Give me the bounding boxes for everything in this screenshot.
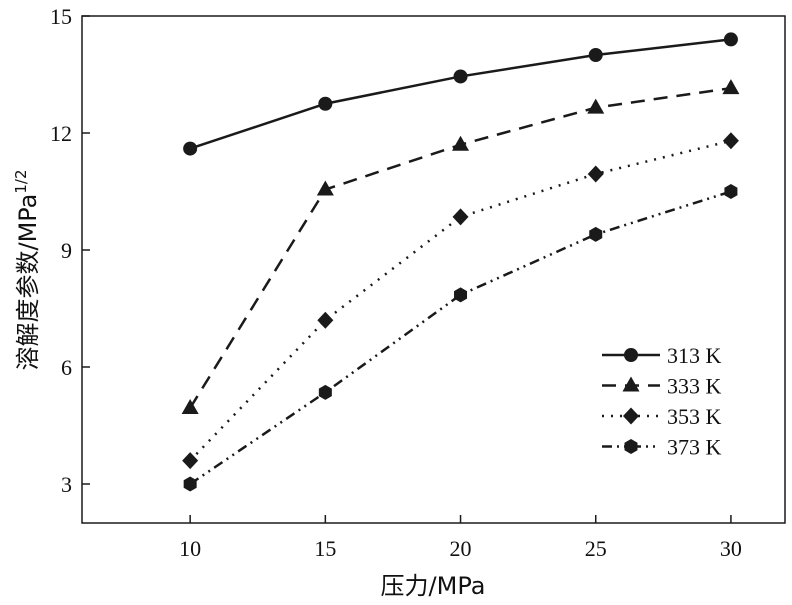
legend-label: 353 K (667, 404, 722, 429)
data-point-marker (318, 384, 332, 400)
y-tick-label: 9 (61, 238, 72, 263)
legend-label: 333 K (667, 374, 722, 399)
y-tick-label: 3 (61, 472, 72, 497)
y-tick-label: 6 (61, 355, 72, 380)
data-point-marker (452, 208, 469, 226)
y-axis-title: 溶解度参数/MPa1/2 (12, 169, 42, 370)
data-point-marker (317, 311, 334, 329)
x-tick-label: 15 (314, 536, 336, 561)
x-axis-ticks: 10 15 20 25 30 (179, 515, 742, 561)
y-axis-ticks: 3 6 9 12 15 (50, 4, 90, 497)
y-axis-title-group: 溶解度参数/MPa1/2 (12, 169, 42, 370)
plot-frame (81, 15, 786, 524)
series-333k (181, 79, 740, 414)
data-point-marker (316, 180, 334, 196)
data-point-marker (588, 48, 603, 62)
series-313k (183, 32, 738, 156)
series-line (189, 38, 732, 150)
data-point-marker (181, 398, 199, 414)
x-tick-label: 10 (179, 536, 201, 561)
legend: 313 K 333 K 353 K 373 K (602, 343, 722, 460)
x-tick-label: 25 (585, 536, 607, 561)
x-axis-title: 压力/MPa (381, 572, 486, 600)
data-point-marker (318, 96, 333, 111)
x-tick-label: 30 (720, 536, 742, 561)
data-point-marker (722, 79, 740, 95)
series-373k (183, 184, 738, 492)
legend-marker (622, 376, 640, 392)
data-point-marker (183, 141, 198, 156)
legend-marker (623, 407, 639, 425)
data-point-marker (723, 32, 738, 47)
data-point-marker (182, 452, 199, 470)
y-axis-title-sup: 1/2 (12, 169, 30, 193)
data-point-marker (183, 476, 197, 492)
data-point-marker (452, 135, 470, 151)
data-point-marker (587, 98, 605, 114)
legend-label: 313 K (667, 343, 722, 368)
y-axis-title-main: 溶解度参数/MPa (14, 194, 42, 371)
data-point-marker (724, 184, 738, 199)
series-353k (182, 132, 739, 470)
legend-marker (624, 348, 638, 362)
legend-label: 373 K (667, 435, 722, 460)
legend-marker (624, 439, 638, 454)
data-point-marker (453, 69, 468, 84)
y-tick-label: 12 (50, 121, 72, 146)
series-layer (181, 32, 740, 492)
y-tick-label: 15 (50, 4, 72, 29)
x-tick-label: 20 (450, 536, 472, 561)
series-line (189, 190, 732, 486)
data-point-marker (722, 132, 739, 150)
data-point-marker (454, 287, 468, 303)
data-point-marker (587, 165, 604, 183)
data-point-marker (589, 226, 603, 242)
